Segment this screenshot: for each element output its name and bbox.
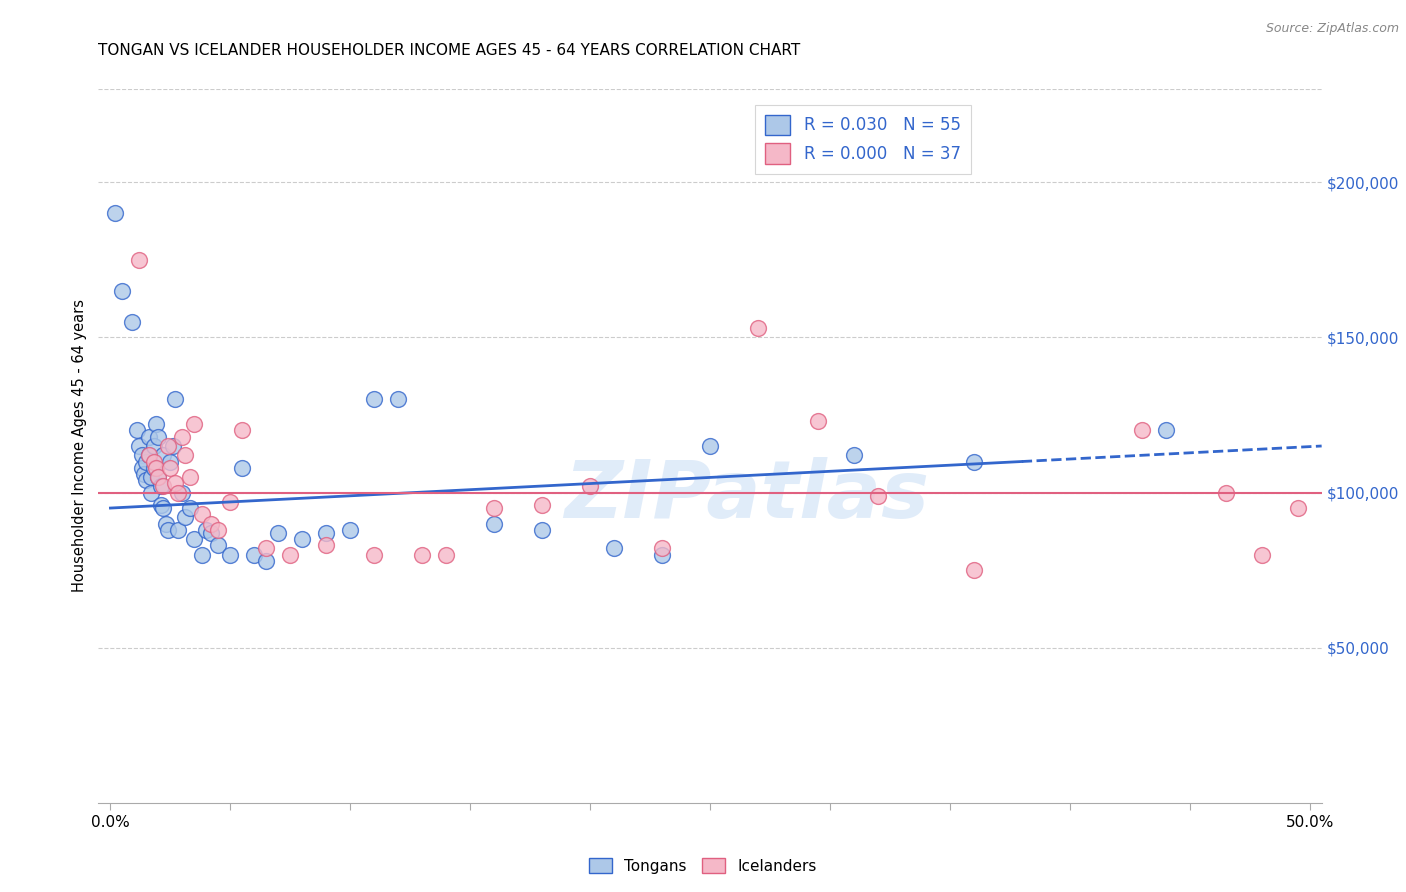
Point bbox=[207, 538, 229, 552]
Point bbox=[747, 321, 769, 335]
Point bbox=[363, 392, 385, 407]
Point bbox=[200, 525, 222, 540]
Point bbox=[190, 508, 212, 522]
Point bbox=[128, 439, 150, 453]
Point bbox=[156, 439, 179, 453]
Point bbox=[807, 414, 830, 428]
Point bbox=[231, 424, 253, 438]
Point bbox=[531, 498, 554, 512]
Point bbox=[121, 315, 143, 329]
Point bbox=[387, 392, 409, 407]
Point bbox=[128, 252, 150, 267]
Point bbox=[1154, 424, 1177, 438]
Text: TONGAN VS ICELANDER HOUSEHOLDER INCOME AGES 45 - 64 YEARS CORRELATION CHART: TONGAN VS ICELANDER HOUSEHOLDER INCOME A… bbox=[98, 43, 800, 58]
Point bbox=[254, 541, 277, 556]
Point bbox=[155, 516, 177, 531]
Point bbox=[166, 485, 188, 500]
Point bbox=[142, 460, 165, 475]
Point bbox=[207, 523, 229, 537]
Point bbox=[172, 485, 194, 500]
Point bbox=[1286, 501, 1309, 516]
Point bbox=[138, 430, 160, 444]
Point bbox=[291, 532, 314, 546]
Point bbox=[267, 525, 290, 540]
Point bbox=[141, 485, 163, 500]
Point bbox=[195, 523, 218, 537]
Point bbox=[243, 548, 266, 562]
Point bbox=[142, 439, 165, 453]
Point bbox=[842, 448, 865, 462]
Point bbox=[411, 548, 433, 562]
Point bbox=[339, 523, 361, 537]
Point bbox=[363, 548, 385, 562]
Point bbox=[152, 501, 174, 516]
Point bbox=[434, 548, 457, 562]
Point bbox=[149, 498, 172, 512]
Point bbox=[1215, 485, 1237, 500]
Point bbox=[482, 516, 505, 531]
Point bbox=[963, 454, 986, 468]
Point bbox=[179, 470, 201, 484]
Point bbox=[183, 417, 205, 432]
Point bbox=[162, 439, 184, 453]
Point bbox=[145, 417, 167, 432]
Point bbox=[148, 430, 170, 444]
Point bbox=[179, 501, 201, 516]
Point bbox=[1130, 424, 1153, 438]
Point bbox=[651, 541, 673, 556]
Point bbox=[149, 479, 172, 493]
Point bbox=[131, 460, 153, 475]
Legend: R = 0.030   N = 55, R = 0.000   N = 37: R = 0.030 N = 55, R = 0.000 N = 37 bbox=[755, 104, 970, 174]
Point bbox=[148, 470, 170, 484]
Point bbox=[132, 467, 155, 481]
Point bbox=[200, 516, 222, 531]
Point bbox=[159, 460, 181, 475]
Y-axis label: Householder Income Ages 45 - 64 years: Householder Income Ages 45 - 64 years bbox=[72, 300, 87, 592]
Point bbox=[104, 206, 127, 220]
Point bbox=[1250, 548, 1272, 562]
Point bbox=[190, 548, 212, 562]
Text: Source: ZipAtlas.com: Source: ZipAtlas.com bbox=[1265, 22, 1399, 36]
Point bbox=[138, 448, 160, 462]
Point bbox=[231, 460, 253, 475]
Point bbox=[482, 501, 505, 516]
Point bbox=[651, 548, 673, 562]
Point bbox=[173, 510, 195, 524]
Point bbox=[165, 476, 187, 491]
Point bbox=[699, 439, 721, 453]
Point bbox=[148, 470, 170, 484]
Point bbox=[145, 460, 167, 475]
Point bbox=[315, 525, 337, 540]
Point bbox=[135, 454, 157, 468]
Point bbox=[125, 424, 148, 438]
Point bbox=[172, 430, 194, 444]
Point bbox=[173, 448, 195, 462]
Point bbox=[135, 473, 157, 487]
Point bbox=[142, 454, 165, 468]
Point bbox=[111, 284, 134, 298]
Point bbox=[254, 554, 277, 568]
Point bbox=[219, 495, 242, 509]
Point bbox=[165, 392, 187, 407]
Point bbox=[166, 523, 188, 537]
Point bbox=[579, 479, 602, 493]
Point bbox=[141, 470, 163, 484]
Point bbox=[866, 489, 889, 503]
Point bbox=[219, 548, 242, 562]
Point bbox=[603, 541, 626, 556]
Point bbox=[131, 448, 153, 462]
Point bbox=[278, 548, 301, 562]
Point bbox=[531, 523, 554, 537]
Point bbox=[138, 448, 160, 462]
Point bbox=[159, 454, 181, 468]
Legend: Tongans, Icelanders: Tongans, Icelanders bbox=[583, 852, 823, 880]
Point bbox=[156, 523, 179, 537]
Point bbox=[152, 479, 174, 493]
Point bbox=[152, 448, 174, 462]
Point bbox=[183, 532, 205, 546]
Text: ZIPatlas: ZIPatlas bbox=[564, 457, 929, 535]
Point bbox=[963, 563, 986, 577]
Point bbox=[315, 538, 337, 552]
